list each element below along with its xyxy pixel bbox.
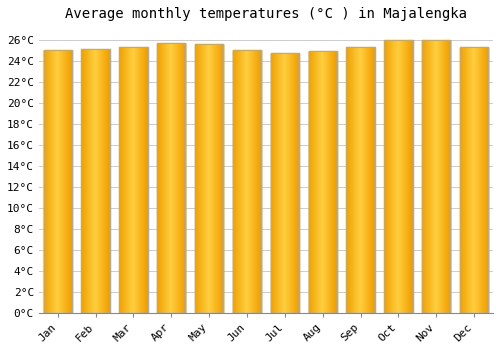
Bar	[119, 47, 148, 313]
Bar	[44, 50, 72, 313]
Title: Average monthly temperatures (°C ) in Majalengka: Average monthly temperatures (°C ) in Ma…	[65, 7, 467, 21]
Bar	[346, 47, 375, 313]
Bar	[422, 40, 450, 313]
Bar	[157, 43, 186, 313]
Bar	[82, 49, 110, 313]
Bar	[384, 40, 412, 313]
Bar	[308, 51, 337, 313]
Bar	[195, 44, 224, 313]
Bar	[233, 50, 261, 313]
Bar	[460, 47, 488, 313]
Bar	[270, 53, 299, 313]
